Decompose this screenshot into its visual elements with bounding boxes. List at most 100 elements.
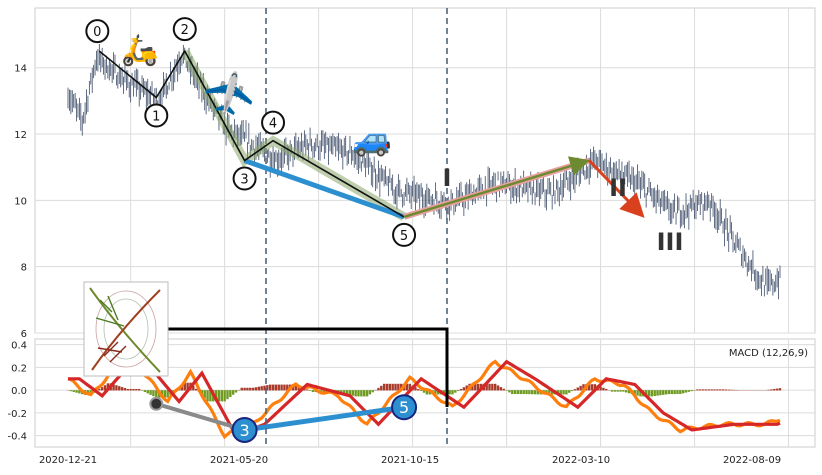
x-tick-label: 2022-08-09 [723, 455, 781, 466]
macd-hist-bar [147, 390, 149, 393]
macd-hist-bar [121, 387, 123, 390]
macd-hist-bar [75, 390, 77, 393]
macd-divergence-dot [150, 398, 162, 410]
macd-hist-bar [659, 390, 661, 395]
macd-hist-bar [135, 389, 137, 390]
macd-hist-bar [417, 389, 419, 390]
macd-hist-bar [722, 389, 724, 390]
macd-hist-bar [195, 389, 197, 391]
macd-hist-bar [451, 390, 453, 394]
macd-hist-bar [394, 384, 396, 391]
macd-hist-bar [565, 390, 567, 394]
macd-hist-bar [773, 389, 775, 390]
macd-hist-bar [70, 390, 72, 391]
inset-thumbnail [84, 282, 168, 376]
macd-hist-bar [662, 390, 664, 395]
wave-label-text: 1 [152, 110, 160, 125]
macd-hist-bar [574, 389, 576, 390]
macd-hist-bar [255, 387, 257, 390]
macd-hist-bar [605, 389, 607, 390]
macd-hist-bar [528, 390, 530, 394]
macd-hist-bar [149, 390, 151, 395]
macd-hist-bar [562, 390, 564, 394]
macd-hist-bar [679, 390, 681, 394]
price-ytick-label: 6 [21, 329, 27, 340]
macd-hist-bar [517, 390, 519, 394]
macd-hist-bar [463, 387, 465, 390]
wave-label-text: 2 [181, 23, 189, 38]
macd-hist-bar [705, 389, 707, 390]
macd-hist-bar [383, 384, 385, 391]
macd-hist-bar [713, 389, 715, 390]
macd-ytick-label: 0.2 [11, 363, 27, 374]
macd-hist-bar [457, 390, 459, 391]
macd-hist-bar [352, 390, 354, 396]
macd-hist-bar [488, 384, 490, 391]
wave-label-text: 0 [93, 25, 101, 40]
macd-hist-bar [682, 390, 684, 393]
macd-hist-bar [246, 388, 248, 391]
macd-hist-bar [636, 390, 638, 395]
macd-hist-bar [280, 385, 282, 391]
macd-hist-bar [503, 389, 505, 391]
macd-hist-bar [611, 390, 613, 391]
macd-hist-bar [665, 390, 667, 394]
macd-hist-bar [152, 390, 154, 396]
macd-hist-bar [577, 388, 579, 391]
macd-hist-bar [494, 384, 496, 391]
macd-hist-bar [716, 389, 718, 390]
macd-hist-bar [312, 390, 314, 392]
macd-wave-marker-label: 5 [399, 398, 409, 417]
macd-hist-bar [776, 389, 778, 391]
macd-hist-bar [460, 389, 462, 390]
macd-hist-bar [619, 390, 621, 391]
macd-hist-bar [779, 388, 781, 390]
macd-hist-bar [522, 390, 524, 394]
macd-hist-bar [491, 384, 493, 391]
macd-hist-bar [138, 389, 140, 390]
macd-hist-bar [708, 389, 710, 390]
macd-hist-bar [357, 390, 359, 396]
macd-hist-bar [389, 384, 391, 391]
macd-hist-bar [391, 384, 393, 391]
macd-hist-bar [719, 389, 721, 390]
macd-hist-bar [525, 390, 527, 394]
price-ytick-label: 14 [14, 64, 27, 75]
macd-hist-bar [258, 387, 260, 391]
scooter-emoji: 🛵 [121, 33, 158, 68]
macd-hist-bar [232, 390, 234, 395]
macd-hist-bar [673, 390, 675, 394]
macd-hist-bar [269, 385, 271, 391]
macd-hist-bar [676, 390, 678, 394]
macd-hist-bar [520, 390, 522, 394]
macd-hist-bar [101, 387, 103, 390]
macd-ytick-label: -0.4 [7, 432, 27, 443]
macd-hist-bar [653, 390, 655, 396]
macd-hist-bar [127, 389, 129, 390]
macd-hist-bar [454, 390, 456, 393]
x-tick-label: 2021-10-15 [381, 455, 439, 466]
macd-hist-bar [229, 390, 231, 397]
macd-hist-bar [770, 389, 772, 390]
macd-hist-bar [420, 390, 422, 391]
macd-hist-bar [531, 390, 533, 394]
macd-hist-bar [275, 385, 277, 391]
macd-hist-bar [72, 390, 74, 392]
macd-hist-bar [235, 390, 237, 392]
macd-hist-bar [448, 390, 450, 394]
macd-hist-bar [508, 390, 510, 392]
macd-hist-bar [386, 384, 388, 391]
corrective-label-II: II [609, 174, 627, 202]
macd-hist-bar [144, 390, 146, 392]
wave-label-text: 5 [400, 229, 408, 244]
macd-hist-bar [505, 390, 507, 391]
macd-hist-bar [602, 388, 604, 391]
macd-ytick-label: 0.0 [11, 386, 27, 397]
macd-hist-bar [354, 390, 356, 396]
macd-hist-bar [500, 387, 502, 390]
macd-title: MACD (12,26,9) [729, 348, 808, 359]
macd-hist-bar [730, 390, 732, 391]
